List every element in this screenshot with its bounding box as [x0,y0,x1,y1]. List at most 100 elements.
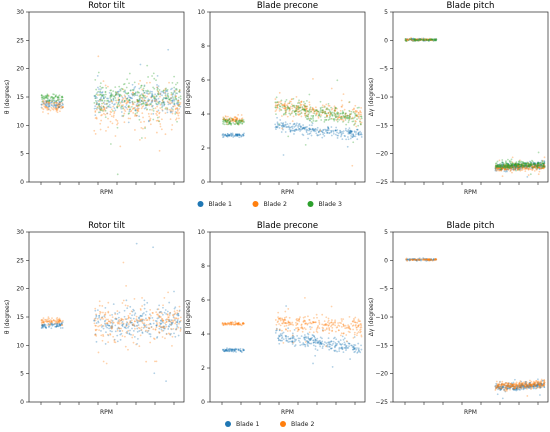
data-point [276,122,279,125]
data-point [354,344,357,346]
data-point [318,323,321,325]
y-tick-label: 5 [20,151,24,158]
data-point [279,324,282,327]
data-point [516,165,519,167]
data-point [306,332,309,335]
data-point [157,109,160,112]
data-point [534,384,537,387]
data-point [278,124,281,127]
data-point [318,129,321,132]
data-point [55,110,58,112]
data-point [516,163,519,166]
data-point [356,334,358,337]
data-point [529,387,532,390]
data-point [506,386,508,389]
data-point [433,258,436,261]
data-point [297,129,299,131]
data-point [328,342,331,344]
data-point [149,322,152,325]
data-point [505,165,508,168]
data-point [355,125,358,128]
data-point [109,320,112,323]
data-point [501,161,504,164]
data-point [353,336,356,338]
data-point [425,260,428,262]
data-point [495,387,498,390]
data-point [311,108,314,111]
data-point [427,258,430,261]
data-point [102,80,105,83]
data-point [130,310,133,313]
data-point [510,165,513,168]
data-point [58,322,61,325]
data-point [125,284,128,287]
data-point [120,319,123,321]
data-point [115,93,117,95]
data-point [514,378,516,381]
data-point [356,351,359,354]
data-point [159,95,161,98]
data-point [303,127,305,130]
data-point [284,109,287,112]
data-point [232,117,235,120]
data-point [315,328,318,331]
data-point [144,137,147,139]
data-point [539,161,542,164]
data-point [120,106,122,109]
data-point [230,133,233,136]
data-point [311,128,314,130]
data-point [316,129,319,131]
data-point [417,38,420,41]
data-point [336,118,339,121]
data-point [41,103,44,106]
series-blade-2 [41,55,182,152]
data-point [312,108,315,111]
data-point [151,105,154,108]
data-point [297,105,300,108]
data-point [325,103,328,106]
data-point [425,38,428,41]
data-point [518,385,521,388]
data-point [346,347,349,349]
data-point [135,315,138,318]
data-point [178,111,181,114]
data-point [533,165,536,168]
data-point [169,320,172,323]
data-point [177,114,180,117]
data-point [504,162,507,165]
data-point [519,167,521,170]
data-point [294,110,297,113]
data-point [150,105,153,107]
data-point [120,322,123,324]
data-point [56,316,59,319]
data-point [114,330,117,333]
data-point [59,101,62,104]
data-point [425,39,428,42]
data-point [137,110,140,113]
data-point [50,327,53,330]
data-point [541,167,544,169]
data-point [317,111,320,113]
data-point [497,165,500,168]
data-point [338,114,341,117]
data-point [411,259,414,261]
data-point [48,101,51,104]
data-point [330,129,332,132]
data-point [498,167,500,169]
data-point [175,83,177,86]
data-point [287,320,290,323]
data-point [226,350,229,352]
data-point [415,258,418,261]
data-point [276,329,278,332]
data-point [325,324,327,327]
data-point [516,385,519,388]
data-point [55,323,58,326]
data-point [340,322,342,325]
data-point [525,163,527,165]
data-point [153,100,156,102]
data-point [118,99,121,101]
data-point [342,120,345,122]
data-point [412,38,415,41]
data-point [312,341,315,344]
data-point [503,165,506,168]
